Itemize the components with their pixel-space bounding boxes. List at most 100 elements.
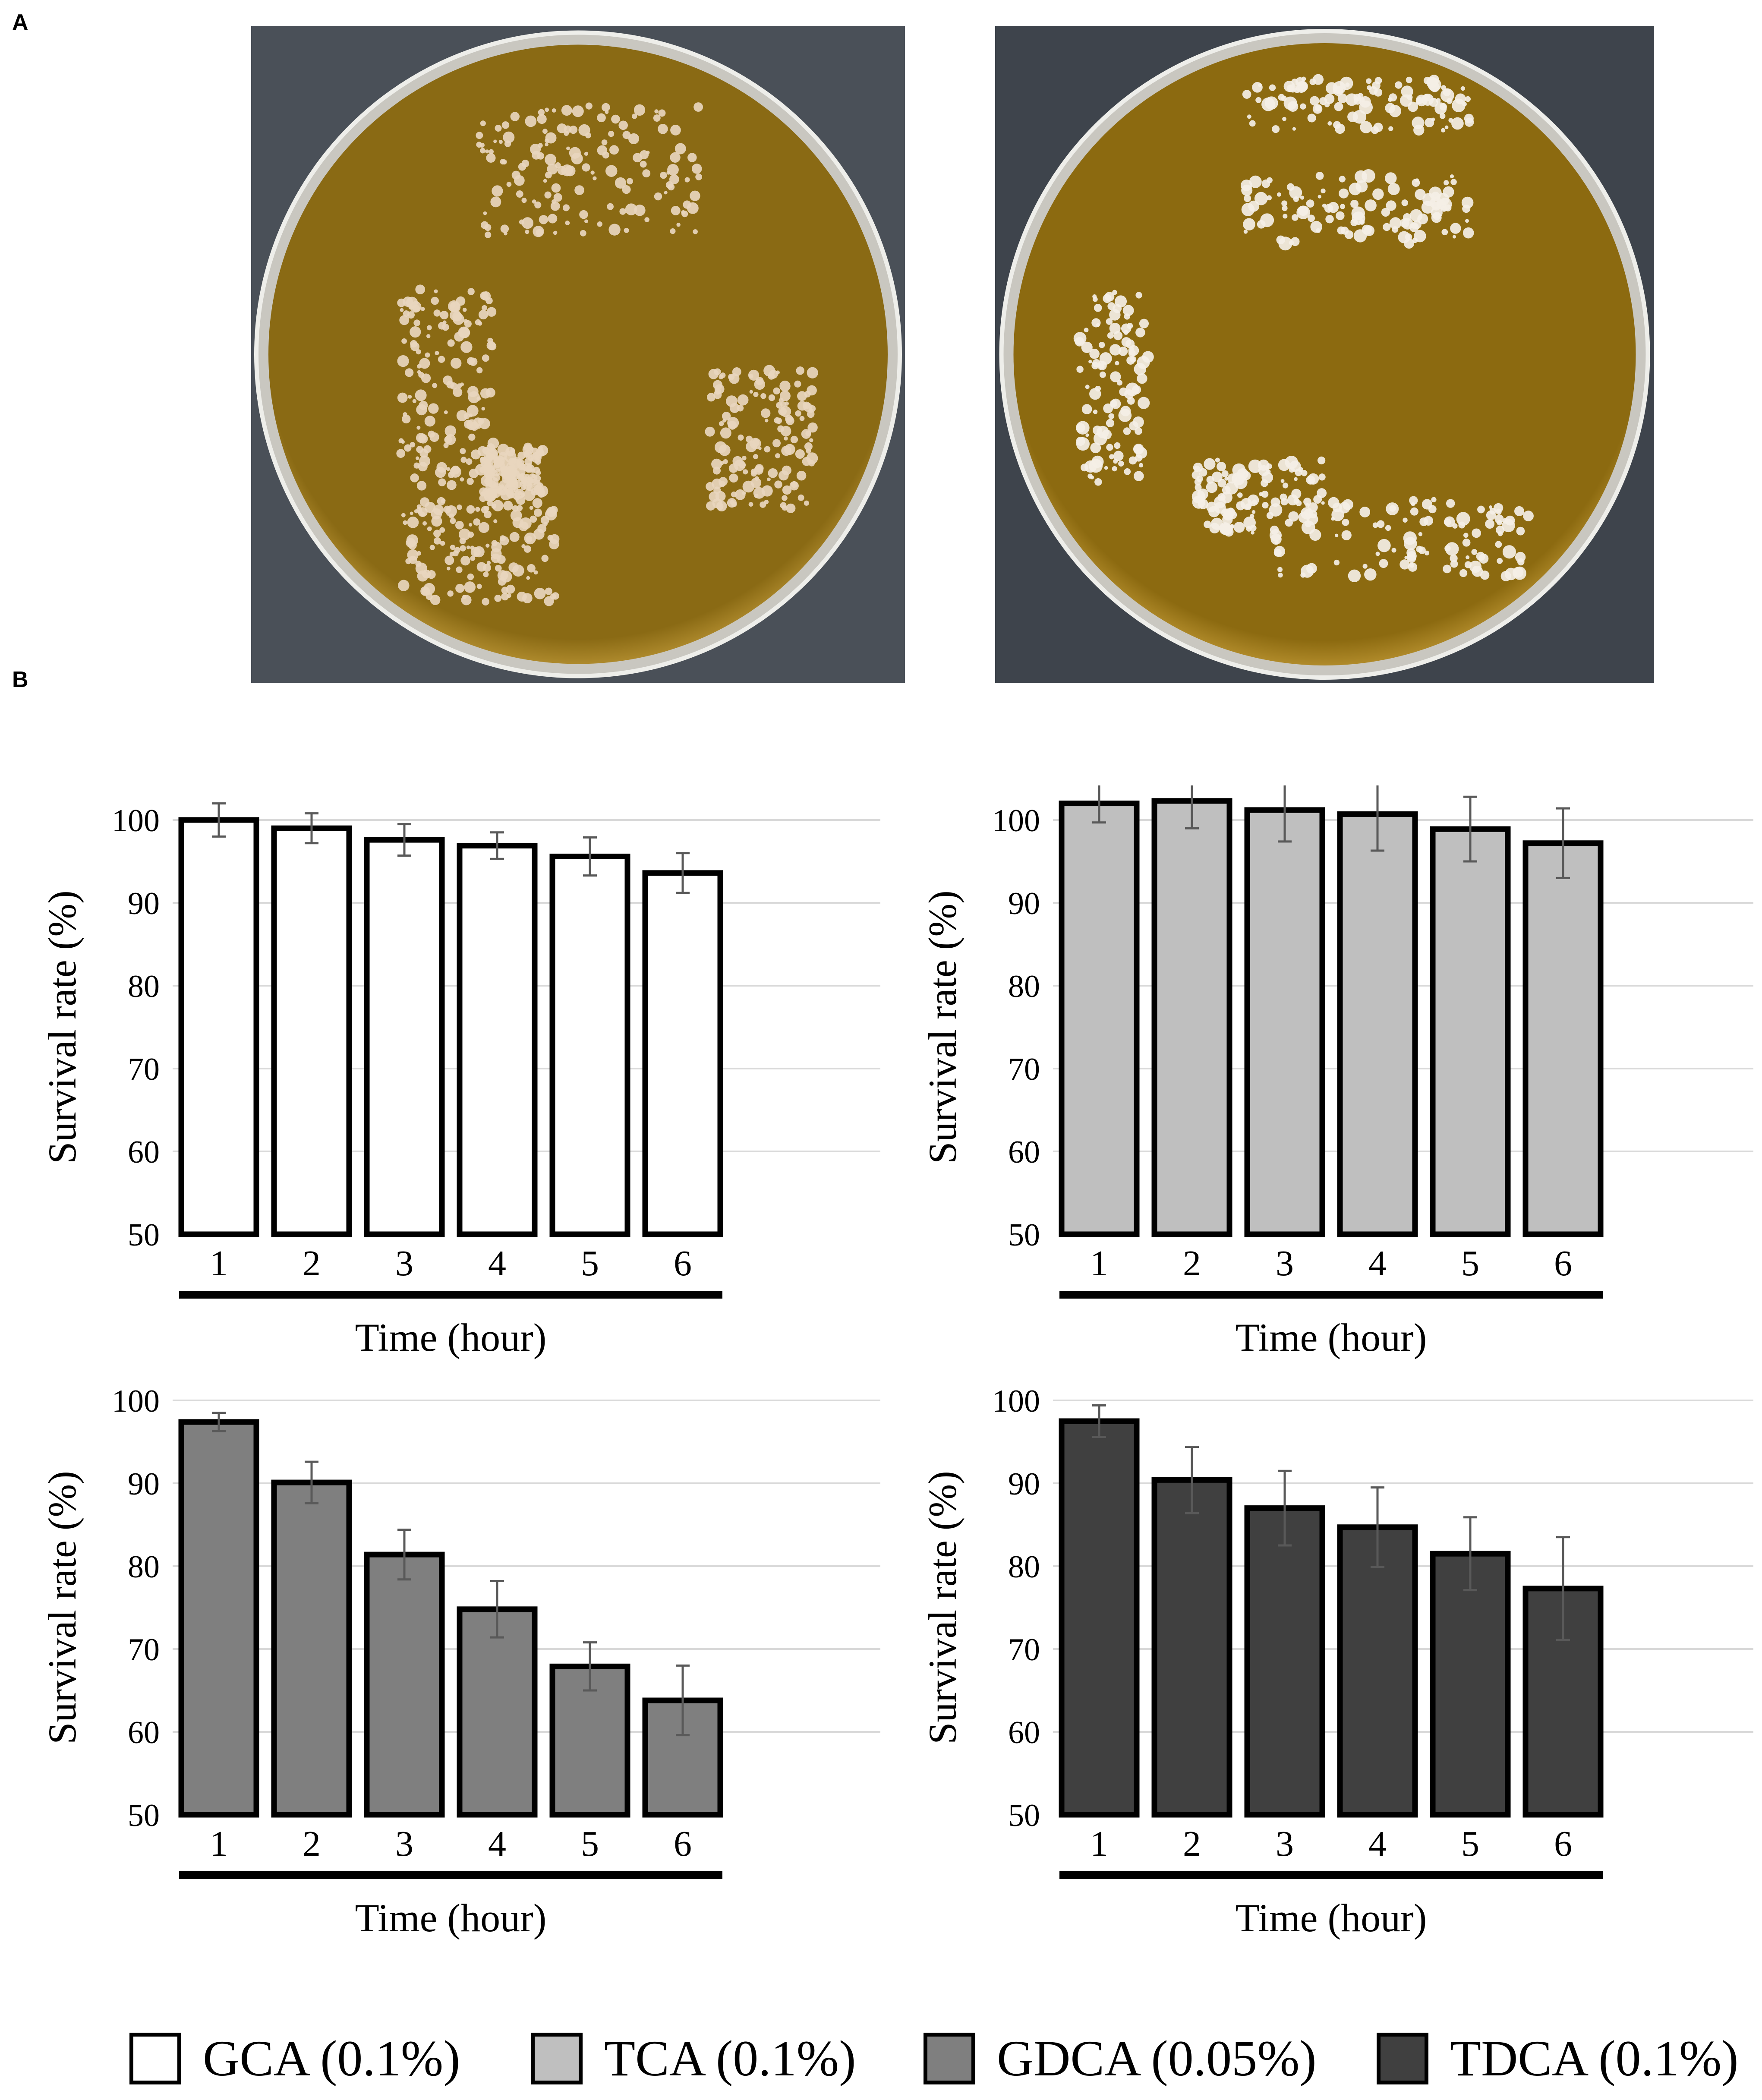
y-tick-label: 50	[1008, 1798, 1040, 1833]
panel-a-label: A	[12, 10, 28, 35]
bar	[1244, 1505, 1325, 1818]
legend-swatch-tca	[531, 2033, 583, 2084]
x-tick-label: 4	[488, 1824, 506, 1864]
y-tick-label: 50	[128, 1217, 160, 1253]
x-tick-label: 2	[1183, 1243, 1201, 1283]
x-tick-label: 5	[581, 1243, 599, 1283]
survival-chart-gca: 50 60 70 80 90 100 1 2 3 4 5 6 Time (hour) Survival r…	[40, 802, 880, 1359]
y-tick-label: 50	[1008, 1217, 1040, 1253]
y-tick-label: 70	[1008, 1052, 1040, 1087]
legend-swatch-tdca	[1377, 2033, 1428, 2084]
y-tick-label: 70	[1008, 1632, 1040, 1668]
x-tick-labels: 1 2 3 4 5 6	[210, 1243, 692, 1283]
bar	[549, 853, 630, 1237]
y-axis-label: Survival rate (%)	[40, 890, 84, 1164]
x-tick-label: 1	[210, 1243, 228, 1283]
x-tick-labels: 1 2 3 4 5 6	[1090, 1243, 1572, 1283]
bar	[1337, 1524, 1418, 1818]
bar	[1522, 840, 1604, 1237]
bar	[178, 817, 259, 1237]
y-tick-label: 90	[1008, 886, 1040, 921]
y-tick-label: 50	[128, 1798, 160, 1833]
x-tick-label: 2	[303, 1243, 321, 1283]
x-axis-label: Time (hour)	[1236, 1315, 1427, 1359]
x-tick-label: 2	[1183, 1824, 1201, 1864]
bacterial-colonies	[1073, 74, 1534, 583]
x-tick-label: 1	[1090, 1243, 1108, 1283]
x-tick-label: 3	[1276, 1824, 1294, 1864]
x-tick-label: 6	[1554, 1824, 1572, 1864]
error-bars	[1092, 1404, 1570, 1641]
x-axis-label: Time (hour)	[1236, 1896, 1427, 1940]
y-axis-label: Survival rate (%)	[40, 1471, 84, 1744]
y-tick-label: 60	[128, 1135, 160, 1170]
y-tick-label: 70	[128, 1632, 160, 1668]
x-tick-label: 2	[303, 1824, 321, 1864]
agar-medium	[268, 44, 888, 664]
y-tick-label: 100	[112, 803, 160, 839]
x-tick-label: 5	[1461, 1824, 1479, 1864]
x-tick-label: 4	[1368, 1824, 1387, 1864]
y-tick-label: 90	[128, 886, 160, 921]
bars	[178, 1419, 723, 1818]
bars	[178, 817, 723, 1237]
bar	[1151, 798, 1232, 1237]
legend-label-gca: GCA (0.1%)	[203, 2030, 460, 2087]
x-tick-label: 4	[1368, 1243, 1387, 1283]
y-axis-ticks: 50 60 70 80 90 100	[112, 803, 160, 1253]
y-tick-label: 80	[1008, 969, 1040, 1004]
bar	[178, 1419, 259, 1818]
bar	[364, 1551, 445, 1818]
x-tick-label: 4	[488, 1243, 506, 1283]
y-tick-label: 90	[128, 1466, 160, 1502]
y-tick-label: 60	[1008, 1715, 1040, 1750]
bar	[1059, 1418, 1140, 1818]
error-bars	[1092, 785, 1570, 879]
x-tick-label: 3	[395, 1243, 413, 1283]
y-tick-label: 80	[128, 1549, 160, 1585]
legend-swatch-gdca	[924, 2033, 975, 2084]
y-axis-ticks: 50 60 70 80 90 100	[112, 1384, 160, 1833]
bacterial-colonies	[396, 102, 818, 606]
bar	[271, 825, 352, 1237]
bar	[1059, 801, 1140, 1237]
bar	[457, 1606, 538, 1818]
bars	[1059, 798, 1604, 1237]
y-tick-label: 100	[992, 1384, 1040, 1419]
survival-chart-tdca: 50 60 70 80 90 100 1 2 3 4 5 6 Time (hour) Survival r…	[920, 1384, 1753, 1940]
legend-label-tca: TCA (0.1%)	[604, 2030, 856, 2087]
culture-plate-photo-right	[995, 26, 1654, 683]
error-bars	[212, 1412, 690, 1737]
bar	[1430, 826, 1511, 1237]
survival-chart-gdcca: 50 60 70 80 90 100 1 2 3 4 5 6 Time (hour) Survival r…	[40, 1384, 880, 1940]
error-bars	[212, 802, 690, 894]
x-tick-label: 6	[1554, 1243, 1572, 1283]
legend-swatch-gca	[129, 2033, 181, 2084]
y-axis-label: Survival rate (%)	[920, 890, 965, 1164]
y-axis-label: Survival rate (%)	[920, 1471, 965, 1744]
bar	[1151, 1477, 1232, 1818]
x-tick-label: 5	[581, 1824, 599, 1864]
x-tick-label: 1	[210, 1824, 228, 1864]
x-axis-label: Time (hour)	[355, 1315, 547, 1359]
y-axis-ticks: 50 60 70 80 90 100	[992, 803, 1040, 1253]
survival-chart-tca: 50 60 70 80 90 100 1 2 3 4 5 6 Time (hour) Survival r…	[920, 785, 1753, 1359]
x-tick-labels: 1 2 3 4 5 6	[210, 1824, 692, 1864]
x-tick-label: 5	[1461, 1243, 1479, 1283]
x-tick-label: 3	[1276, 1243, 1294, 1283]
y-tick-label: 90	[1008, 1466, 1040, 1502]
legend-label-gdca: GDCA (0.05%)	[997, 2030, 1317, 2087]
legend-label-tdca: TDCA (0.1%)	[1450, 2030, 1739, 2087]
y-tick-label: 100	[112, 1384, 160, 1419]
panel-b-label: B	[12, 667, 28, 692]
bar	[642, 870, 723, 1237]
bar	[1244, 807, 1325, 1237]
y-tick-label: 80	[128, 969, 160, 1004]
x-tick-label: 6	[674, 1824, 692, 1864]
x-axis-label: Time (hour)	[355, 1896, 547, 1940]
bar	[271, 1479, 352, 1818]
x-tick-label: 6	[674, 1243, 692, 1283]
bar	[364, 837, 445, 1237]
y-tick-label: 100	[992, 803, 1040, 839]
bar	[457, 843, 538, 1237]
